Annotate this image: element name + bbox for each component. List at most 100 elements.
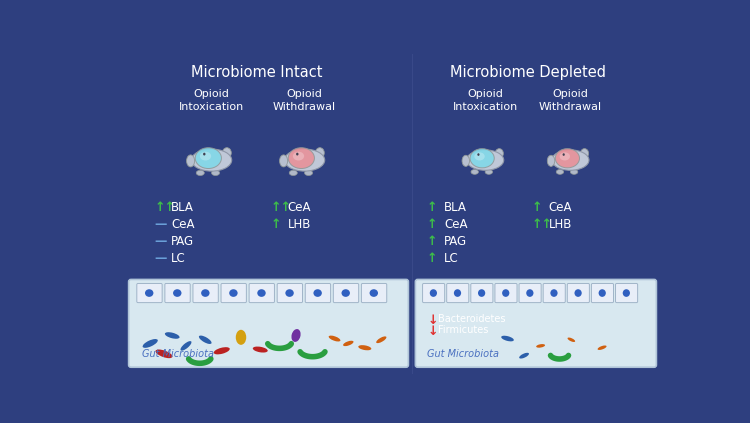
Text: ↓: ↓	[427, 325, 438, 338]
Ellipse shape	[223, 148, 231, 158]
Ellipse shape	[200, 152, 211, 160]
Ellipse shape	[290, 170, 297, 176]
Ellipse shape	[502, 289, 509, 297]
Ellipse shape	[358, 345, 371, 350]
Ellipse shape	[474, 152, 484, 160]
FancyBboxPatch shape	[422, 283, 445, 302]
Ellipse shape	[203, 153, 206, 156]
Ellipse shape	[257, 289, 265, 297]
Text: ↑↑: ↑↑	[154, 201, 176, 214]
Text: CeA: CeA	[444, 218, 467, 231]
Text: BLA: BLA	[171, 201, 194, 214]
Text: Microbiome Depleted: Microbiome Depleted	[450, 65, 606, 80]
Ellipse shape	[230, 289, 238, 297]
FancyBboxPatch shape	[221, 283, 246, 302]
Ellipse shape	[555, 148, 580, 168]
Ellipse shape	[280, 155, 287, 167]
Ellipse shape	[519, 353, 529, 359]
Text: Bacteroidetes: Bacteroidetes	[438, 314, 506, 324]
Ellipse shape	[552, 150, 589, 170]
Ellipse shape	[477, 153, 479, 156]
Text: Opioid
Withdrawal: Opioid Withdrawal	[538, 89, 602, 112]
Ellipse shape	[430, 289, 437, 297]
FancyBboxPatch shape	[567, 283, 590, 302]
Ellipse shape	[199, 335, 211, 344]
Text: BLA: BLA	[444, 201, 467, 214]
Text: Gut Microbiota: Gut Microbiota	[427, 349, 500, 359]
Ellipse shape	[562, 153, 565, 156]
Ellipse shape	[296, 153, 298, 156]
Ellipse shape	[570, 170, 578, 174]
Text: CeA: CeA	[549, 201, 572, 214]
FancyBboxPatch shape	[193, 283, 218, 302]
Ellipse shape	[548, 155, 555, 166]
Ellipse shape	[470, 148, 494, 168]
Text: ↓: ↓	[427, 314, 438, 327]
FancyBboxPatch shape	[129, 280, 409, 367]
Text: —: —	[154, 252, 166, 265]
Ellipse shape	[142, 339, 158, 348]
Text: Opioid
Intoxication: Opioid Intoxication	[179, 89, 244, 112]
Ellipse shape	[495, 148, 503, 158]
Text: PAG: PAG	[444, 235, 467, 248]
Text: ↑: ↑	[427, 201, 437, 214]
Text: Opioid
Intoxication: Opioid Intoxication	[452, 89, 518, 112]
FancyBboxPatch shape	[333, 283, 358, 302]
FancyBboxPatch shape	[278, 283, 302, 302]
Ellipse shape	[501, 336, 514, 341]
FancyBboxPatch shape	[616, 283, 638, 302]
Ellipse shape	[343, 341, 353, 346]
Ellipse shape	[191, 149, 232, 171]
Ellipse shape	[462, 155, 470, 166]
Ellipse shape	[550, 289, 557, 297]
Ellipse shape	[145, 289, 154, 297]
Ellipse shape	[187, 155, 194, 167]
FancyBboxPatch shape	[362, 283, 387, 302]
Ellipse shape	[288, 148, 314, 168]
FancyBboxPatch shape	[136, 283, 162, 302]
Ellipse shape	[195, 148, 221, 168]
FancyBboxPatch shape	[471, 283, 493, 302]
Ellipse shape	[314, 289, 322, 297]
Text: PAG: PAG	[171, 235, 194, 248]
Ellipse shape	[478, 289, 485, 297]
Ellipse shape	[454, 289, 461, 297]
Ellipse shape	[536, 344, 545, 348]
FancyBboxPatch shape	[519, 283, 542, 302]
Text: LC: LC	[444, 252, 459, 265]
Text: ↑: ↑	[427, 252, 437, 265]
FancyBboxPatch shape	[495, 283, 517, 302]
Ellipse shape	[292, 152, 304, 160]
Ellipse shape	[560, 152, 570, 160]
Ellipse shape	[471, 170, 478, 174]
Ellipse shape	[580, 148, 589, 158]
Text: Firmicutes: Firmicutes	[438, 325, 488, 335]
Ellipse shape	[568, 338, 575, 342]
Ellipse shape	[165, 332, 179, 339]
FancyBboxPatch shape	[447, 283, 469, 302]
Text: ↑: ↑	[532, 201, 542, 214]
Text: ↑: ↑	[271, 218, 281, 231]
Ellipse shape	[328, 335, 340, 341]
Text: Microbiome Intact: Microbiome Intact	[190, 65, 322, 80]
Text: Opioid
Withdrawal: Opioid Withdrawal	[273, 89, 336, 112]
FancyBboxPatch shape	[543, 283, 566, 302]
Text: ↑: ↑	[427, 218, 437, 231]
Text: ↑↑: ↑↑	[271, 201, 292, 214]
Text: Gut Microbiota: Gut Microbiota	[142, 349, 214, 359]
Ellipse shape	[574, 289, 582, 297]
Ellipse shape	[341, 289, 350, 297]
Ellipse shape	[236, 330, 246, 345]
Ellipse shape	[526, 289, 533, 297]
Ellipse shape	[376, 336, 386, 343]
Text: —: —	[154, 235, 166, 248]
Ellipse shape	[155, 349, 172, 358]
Ellipse shape	[253, 346, 268, 352]
Ellipse shape	[485, 170, 493, 174]
Text: —: —	[154, 218, 166, 231]
Ellipse shape	[196, 170, 204, 176]
Ellipse shape	[214, 347, 230, 354]
Ellipse shape	[201, 289, 209, 297]
Ellipse shape	[284, 149, 325, 171]
Ellipse shape	[622, 289, 630, 297]
